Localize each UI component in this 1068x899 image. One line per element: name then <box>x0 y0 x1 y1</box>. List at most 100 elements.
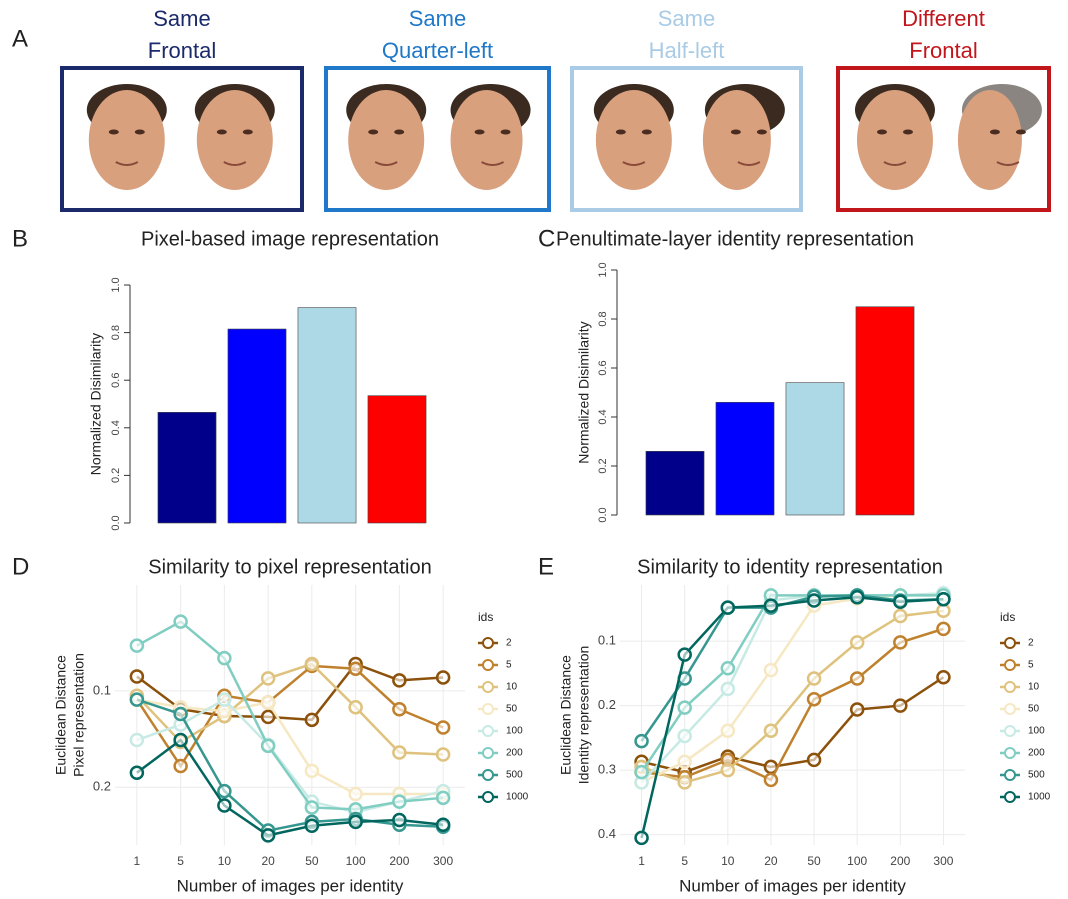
point <box>765 774 777 786</box>
y-tick-label: 0.4 <box>110 420 122 435</box>
point <box>218 652 230 664</box>
condition-label: Half-left <box>649 38 725 63</box>
point <box>937 671 949 683</box>
point <box>131 694 143 706</box>
point <box>262 696 274 708</box>
x-tick-label: 200 <box>389 854 409 868</box>
legend-label: 50 <box>1028 704 1040 715</box>
legend-label: 200 <box>1028 748 1045 759</box>
y-tick-label: 0.2 <box>93 779 111 794</box>
point <box>765 664 777 676</box>
face-eye <box>616 130 626 135</box>
x-tick-label: 50 <box>807 854 821 868</box>
y-tick-label: 0.1 <box>93 682 111 697</box>
condition-label: Quarter-left <box>382 38 493 63</box>
point <box>722 725 734 737</box>
y-tick-label: 0.2 <box>597 458 609 473</box>
legend-swatch <box>483 704 493 714</box>
legend-swatch <box>1005 704 1015 714</box>
point <box>851 591 863 603</box>
y-axis-label: Pixel representation <box>71 653 87 777</box>
x-tick-label: 10 <box>218 854 232 868</box>
point <box>894 596 906 608</box>
x-axis-label: Number of images per identity <box>177 876 404 895</box>
point <box>679 776 691 788</box>
x-tick-label: 20 <box>764 854 778 868</box>
point <box>679 702 691 714</box>
point <box>851 636 863 648</box>
point <box>262 740 274 752</box>
point <box>722 662 734 674</box>
point <box>131 734 143 746</box>
face <box>857 90 933 190</box>
face-eye <box>368 130 378 135</box>
point <box>175 760 187 772</box>
point <box>393 703 405 715</box>
legend-label: 10 <box>506 682 518 693</box>
x-tick-label: 1 <box>134 854 141 868</box>
legend-swatch <box>483 770 493 780</box>
legend-label: 100 <box>1028 726 1045 737</box>
chart-title: Similarity to identity representation <box>637 556 943 578</box>
bar <box>298 308 356 523</box>
point <box>262 829 274 841</box>
bar <box>368 396 426 523</box>
bar <box>786 383 844 515</box>
point <box>937 623 949 635</box>
legend-swatch <box>1005 748 1015 758</box>
point <box>808 673 820 685</box>
point <box>636 766 648 778</box>
panel-letter: B <box>12 225 28 252</box>
x-tick-label: 100 <box>847 854 867 868</box>
y-axis-label: Identity representation <box>576 646 592 785</box>
legend-swatch <box>1005 770 1015 780</box>
point <box>350 701 362 713</box>
point <box>722 764 734 776</box>
point <box>218 694 230 706</box>
point <box>679 649 691 661</box>
x-tick-label: 50 <box>305 854 319 868</box>
y-axis-label: Normalized Disimilarity <box>88 333 104 475</box>
point <box>131 640 143 652</box>
y-axis-label: Normalized Disimilarity <box>576 321 592 463</box>
point <box>393 747 405 759</box>
face <box>89 90 165 190</box>
condition-label: Same <box>658 6 715 31</box>
face-eye <box>1016 130 1026 135</box>
bar <box>228 329 286 523</box>
legend-swatch <box>483 638 493 648</box>
y-tick-label: 0.2 <box>598 697 616 712</box>
condition-label: Different <box>902 6 985 31</box>
point <box>851 704 863 716</box>
x-tick-label: 5 <box>177 854 184 868</box>
x-tick-label: 200 <box>890 854 910 868</box>
point <box>437 748 449 760</box>
point <box>894 636 906 648</box>
series-line <box>642 597 944 838</box>
panel-letter: C <box>538 225 555 252</box>
point <box>306 820 318 832</box>
point <box>808 693 820 705</box>
y-tick-label: 0.8 <box>110 325 122 340</box>
x-tick-label: 1 <box>638 854 645 868</box>
y-tick-label: 1.0 <box>110 277 122 292</box>
face-eye <box>109 130 119 135</box>
face <box>451 90 523 190</box>
face-eye <box>135 130 145 135</box>
condition-label: Frontal <box>148 38 216 63</box>
point <box>808 594 820 606</box>
legend-title: ids <box>478 610 493 624</box>
point <box>131 767 143 779</box>
legend-label: 1000 <box>1028 792 1051 803</box>
point <box>175 734 187 746</box>
face-eye <box>731 130 741 135</box>
y-tick-label: 0.1 <box>598 633 616 648</box>
face-eye <box>990 130 1000 135</box>
x-tick-label: 20 <box>261 854 275 868</box>
point <box>937 593 949 605</box>
point <box>350 788 362 800</box>
face <box>348 90 424 190</box>
point <box>437 792 449 804</box>
point <box>393 674 405 686</box>
panel-letter: D <box>12 553 29 580</box>
